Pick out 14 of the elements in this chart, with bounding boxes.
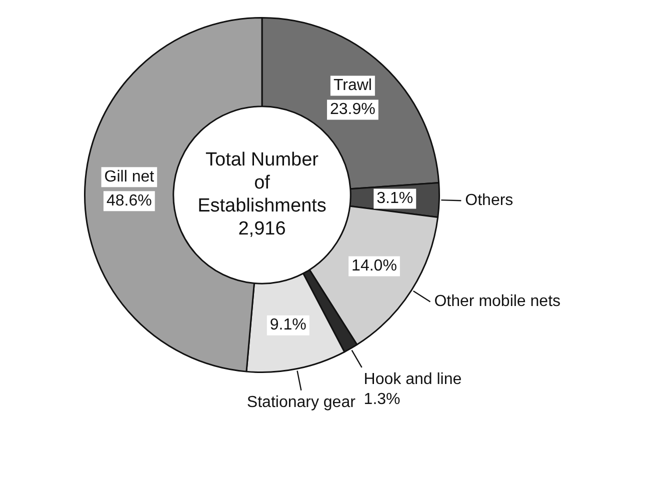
slice-label: Trawl xyxy=(333,77,372,94)
slice-label: Hook and line xyxy=(364,370,462,388)
data-label: 1.3% xyxy=(364,390,400,408)
data-label: 23.9% xyxy=(330,101,376,118)
slice-label: Gill net xyxy=(104,168,155,186)
text: Total Number of Establishments xyxy=(198,150,326,217)
slice-label: Stationary gear xyxy=(246,394,356,411)
text: 2,916 xyxy=(238,218,286,240)
data-label: 3.1% xyxy=(376,190,414,208)
slice-label: Other mobile nets xyxy=(434,293,561,310)
data-label: 14.0% xyxy=(352,258,397,275)
data-label: 9.1% xyxy=(270,316,306,334)
data-label: 48.6% xyxy=(106,192,152,210)
slice-label: Others xyxy=(465,192,514,210)
